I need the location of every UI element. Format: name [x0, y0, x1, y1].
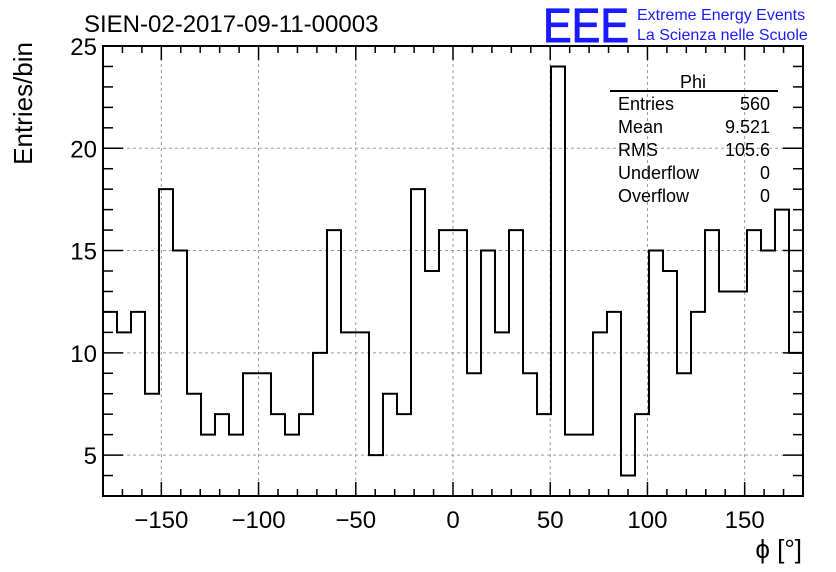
y-tick-label: 25 — [70, 34, 97, 61]
stats-rows: Entries 560 Mean 9.521 RMS 105.6 Underflow 0 Ove… — [618, 94, 770, 206]
x-tick-label: 150 — [725, 507, 765, 534]
stats-row-value: 0 — [760, 163, 770, 183]
logo-line-1: Extreme Energy Events — [637, 7, 805, 24]
y-tick-label: 15 — [70, 239, 97, 266]
y-tick-label: 5 — [84, 443, 97, 470]
y-axis-label: Entries/bin — [8, 42, 38, 165]
x-axis-label: ϕ [°] — [755, 534, 802, 564]
axis-ticks — [103, 45, 803, 497]
stats-row-label: Overflow — [618, 186, 690, 206]
stats-row-value: 9.521 — [725, 117, 770, 137]
stats-row-value: 0 — [760, 186, 770, 206]
eee-logo: EEE Extreme Energy Events La Scienza nel… — [543, 0, 808, 54]
logo-line-2: La Scienza nelle Scuole — [637, 27, 808, 44]
logo-mark: EEE — [543, 0, 629, 53]
grid-lines — [103, 46, 803, 496]
x-tick-label: 0 — [446, 507, 459, 534]
y-tick-label: 10 — [70, 341, 97, 368]
stats-row-label: Mean — [618, 117, 663, 137]
stats-row-label: Entries — [618, 94, 674, 114]
x-tick-label: 50 — [537, 507, 564, 534]
x-tick-label: −50 — [335, 507, 376, 534]
tick-labels: −150 −100 −50 0 50 100 150 5 10 15 20 25 — [70, 34, 764, 534]
stats-row-value: 105.6 — [725, 140, 770, 160]
stats-title: Phi — [680, 72, 706, 92]
x-tick-label: −100 — [232, 507, 286, 534]
stats-row-value: 560 — [740, 94, 770, 114]
y-tick-label: 20 — [70, 136, 97, 163]
chart-title: SIEN-02-2017-09-11-00003 — [84, 11, 378, 38]
stats-box: Phi Entries 560 Mean 9.521 RMS 105.6 Underflow… — [610, 72, 778, 206]
stats-row-label: Underflow — [618, 163, 700, 183]
x-tick-label: −150 — [134, 507, 188, 534]
histogram-line — [103, 65, 803, 477]
x-tick-label: 100 — [627, 507, 667, 534]
stats-row-label: RMS — [618, 140, 658, 160]
